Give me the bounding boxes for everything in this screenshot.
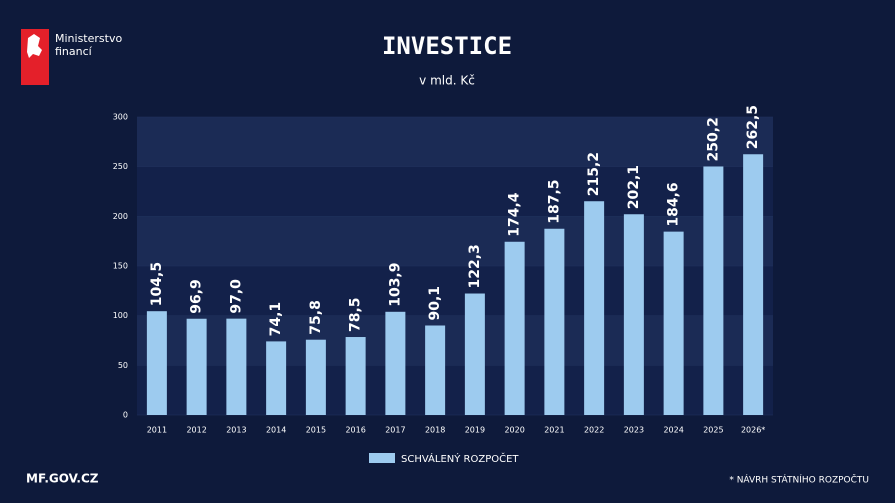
bar <box>544 228 565 415</box>
bar <box>186 318 207 415</box>
value-label: 104,5 <box>149 262 165 306</box>
value-label: 174,4 <box>507 192 523 237</box>
bar <box>305 339 326 415</box>
value-label: 90,1 <box>427 286 443 321</box>
footer-note: * NÁVRH STÁTNÍHO ROZPOČTU <box>729 474 869 486</box>
x-tick-label: 2021 <box>544 426 564 435</box>
logo-lion <box>27 34 42 58</box>
x-tick-label: 2018 <box>425 426 445 435</box>
value-label: 262,5 <box>745 105 761 149</box>
x-tick-label: 2011 <box>147 426 167 435</box>
x-tick-label: 2016 <box>345 426 365 435</box>
bar <box>345 337 366 415</box>
value-label: 96,9 <box>189 279 205 314</box>
x-tick-label: 2012 <box>186 426 206 435</box>
chart-title: INVESTICE <box>382 32 512 60</box>
value-label: 103,9 <box>387 262 403 306</box>
x-tick-label: 2015 <box>306 426 326 435</box>
legend-label: SCHVÁLENÝ ROZPOČET <box>401 452 519 465</box>
bar <box>584 201 605 415</box>
x-tick-label: 2020 <box>504 426 524 435</box>
x-tick-label: 2024 <box>663 426 683 435</box>
value-label: 215,2 <box>586 152 602 196</box>
y-tick-label: 200 <box>113 212 128 221</box>
logo-text: financí <box>55 45 93 58</box>
legend-swatch <box>369 453 395 463</box>
y-tick-label: 100 <box>113 311 128 320</box>
x-tick-label: 2014 <box>266 426 286 435</box>
bar <box>663 231 684 415</box>
bar <box>703 166 724 415</box>
value-label: 122,3 <box>467 244 483 288</box>
plot: 0 50 100 150 200 250 300 2011 104,5 2012 96,9 2013 9… <box>113 105 773 465</box>
x-tick-label: 2025 <box>703 426 723 435</box>
x-tick-label: 2022 <box>584 426 604 435</box>
bar <box>504 241 525 415</box>
value-label: 78,5 <box>348 297 364 332</box>
grid-band <box>137 117 773 167</box>
logo: Ministerstvo financí <box>21 29 122 85</box>
y-tick-label: 300 <box>113 113 128 122</box>
x-tick-label: 2013 <box>226 426 246 435</box>
bar <box>743 154 764 415</box>
y-tick-label: 250 <box>113 162 128 171</box>
bar <box>385 311 406 415</box>
value-label: 187,5 <box>546 179 562 223</box>
value-label: 75,8 <box>308 300 324 335</box>
footer-site: MF.GOV.CZ <box>26 472 99 486</box>
value-label: 250,2 <box>705 117 721 161</box>
bar <box>464 293 485 415</box>
y-tick-label: 150 <box>113 262 128 271</box>
value-label: 74,1 <box>268 302 284 337</box>
chart-subtitle: v mld. Kč <box>419 74 475 88</box>
value-label: 202,1 <box>626 165 642 209</box>
bar <box>425 325 446 415</box>
bar <box>266 341 287 415</box>
x-tick-label: 2023 <box>624 426 644 435</box>
bar <box>226 318 247 415</box>
bar <box>623 214 644 415</box>
value-label: 97,0 <box>228 279 244 314</box>
x-tick-label: 2019 <box>465 426 485 435</box>
y-tick-label: 0 <box>123 411 128 420</box>
grid-band <box>137 166 773 217</box>
x-tick-label: 2017 <box>385 426 405 435</box>
y-tick-label: 50 <box>118 361 128 370</box>
value-label: 184,6 <box>666 182 682 226</box>
x-tick-label: 2026* <box>741 426 765 435</box>
logo-text: Ministerstvo <box>55 32 122 45</box>
bar <box>146 311 167 415</box>
